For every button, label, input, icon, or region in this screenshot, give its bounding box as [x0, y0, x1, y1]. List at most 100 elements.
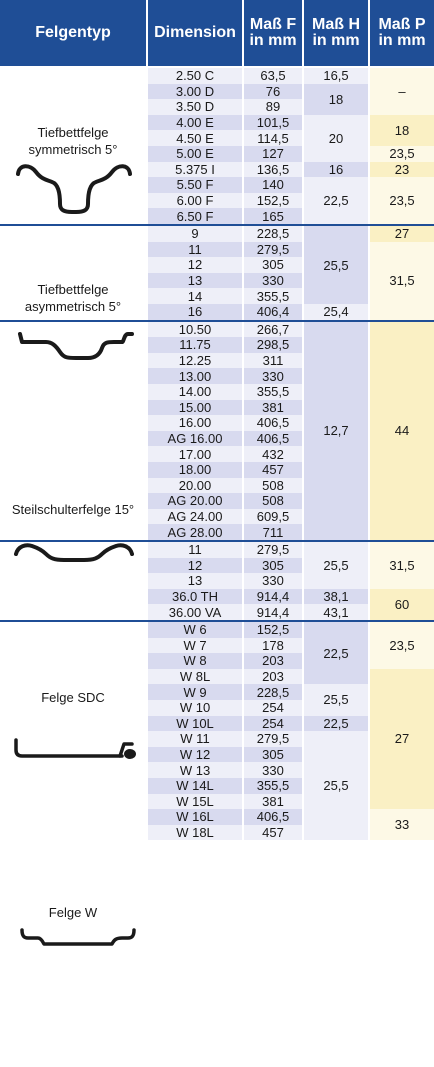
dimension-cell: AG 20.00: [148, 493, 242, 509]
group-separator: [0, 224, 434, 226]
mass-f-cell: 311: [244, 352, 302, 369]
dimension-cell: 17.00: [148, 446, 242, 462]
mass-f-cell: 432: [244, 446, 302, 462]
mass-h-cell: 25,5: [304, 226, 368, 304]
mass-f-cell: 63,5: [244, 68, 302, 84]
mass-p-cell: 27: [370, 226, 434, 242]
dimension-cell: W 16L: [148, 809, 242, 825]
dimension-cell: 14: [148, 288, 242, 304]
mass-f-cell: 406,5: [244, 809, 302, 825]
mass-f-cell: 381: [244, 399, 302, 416]
mass-f-cell: 279,5: [244, 241, 302, 258]
mass-h-cell: 16,5: [304, 68, 368, 84]
mass-f-cell: 305: [244, 746, 302, 763]
dimension-cell: W 8: [148, 653, 242, 669]
mass-f-cell: 178: [244, 637, 302, 654]
mass-f-cell: 305: [244, 257, 302, 273]
group-label-steep-shoulder: Steilschulterfelge 15°: [0, 501, 146, 518]
mass-p-cell: 33: [370, 809, 434, 841]
mass-p-cell: 60: [370, 588, 434, 620]
mass-f-cell: 254: [244, 700, 302, 716]
mass-h-cell: 25,4: [304, 304, 368, 320]
rim-profile-steep-shoulder-icon: [14, 543, 134, 562]
dimension-cell: 10.50: [148, 321, 242, 338]
mass-f-cell: 89: [244, 99, 302, 115]
dimension-cell: W 10L: [148, 715, 242, 732]
mass-f-cell: 228,5: [244, 226, 302, 242]
group-label-symmetric: Tiefbettfelge symmetrisch 5°: [0, 124, 146, 158]
mass-f-cell: 76: [244, 83, 302, 100]
dimension-cell: 14.00: [148, 384, 242, 400]
mass-h-cell: 12,7: [304, 321, 368, 540]
rim-profile-symmetric-icon: [16, 164, 132, 214]
group-label-line1: Tiefbettfelge: [37, 282, 109, 297]
mass-f-cell: 127: [244, 146, 302, 162]
mass-h-cell: 22,5: [304, 715, 368, 732]
mass-f-cell: 406,5: [244, 430, 302, 447]
dimension-cell: W 14L: [148, 778, 242, 794]
header-dimension: Dimension: [148, 0, 242, 66]
dimension-cell: 15.00: [148, 399, 242, 416]
dimension-cell: 20.00: [148, 477, 242, 494]
dimension-cell: W 7: [148, 637, 242, 654]
group-label-sdc: Felge SDC: [0, 689, 146, 706]
dimension-cell: W 10: [148, 700, 242, 716]
mass-f-cell: 609,5: [244, 508, 302, 525]
dimension-cell: 12: [148, 557, 242, 574]
group-separator: [0, 540, 434, 542]
mass-f-cell: 152,5: [244, 192, 302, 209]
rim-profile-sdc-icon: [14, 738, 136, 759]
dimension-cell: AG 16.00: [148, 430, 242, 447]
mass-f-cell: 406,4: [244, 304, 302, 320]
dimension-cell: 12: [148, 257, 242, 273]
header-mass-p-line2: in mm: [378, 32, 426, 49]
rim-profile-w-icon: [20, 928, 136, 946]
mass-f-cell: 914,4: [244, 604, 302, 620]
group-label-line2: asymmetrisch 5°: [24, 299, 122, 314]
mass-f-cell: 355,5: [244, 384, 302, 400]
header-dimension-label: Dimension: [154, 24, 236, 41]
mass-h-cell: 20: [304, 114, 368, 162]
dimension-cell: 13: [148, 573, 242, 589]
header-mass-h-line1: Maß H: [312, 16, 360, 33]
dimension-cell: 5.00 E: [148, 146, 242, 162]
header-mass-f-line2: in mm: [249, 32, 297, 49]
mass-h-cell: 16: [304, 161, 368, 178]
group-label-line2: symmetrisch 5°: [28, 142, 118, 157]
mass-f-cell: 254: [244, 715, 302, 732]
dimension-cell: 2.50 C: [148, 68, 242, 84]
mass-p-cell: 31,5: [370, 542, 434, 589]
mass-f-cell: 508: [244, 493, 302, 509]
header-felgentyp-label: Felgentyp: [35, 24, 111, 41]
group-label-asymmetric: Tiefbettfelge asymmetrisch 5°: [0, 281, 146, 315]
dimension-cell: 18.00: [148, 462, 242, 478]
mass-f-cell: 165: [244, 208, 302, 224]
mass-f-cell: 406,5: [244, 415, 302, 431]
dimension-cell: 6.50 F: [148, 208, 242, 224]
mass-p-cell: 31,5: [370, 241, 434, 320]
dimension-cell: 36.0 TH: [148, 588, 242, 605]
rim-profile-asymmetric-icon: [18, 332, 134, 360]
header-mass-f-line1: Maß F: [249, 16, 297, 33]
dimension-cell: 3.00 D: [148, 83, 242, 100]
mass-f-cell: 711: [244, 524, 302, 540]
group-label-line1: Felge W: [48, 905, 98, 920]
mass-f-cell: 330: [244, 762, 302, 778]
header-mass-p-line1: Maß P: [378, 16, 426, 33]
dimension-cell: 16: [148, 304, 242, 320]
group-label-line1: Steilschulterfelge 15°: [11, 502, 135, 517]
mass-f-cell: 457: [244, 824, 302, 841]
mass-f-cell: 279,5: [244, 542, 302, 558]
mass-p-cell: 23,5: [370, 622, 434, 669]
mass-f-cell: 140: [244, 177, 302, 193]
mass-h-cell: 22,5: [304, 177, 368, 224]
dimension-cell: AG 24.00: [148, 508, 242, 525]
mass-h-cell: 43,1: [304, 604, 368, 620]
mass-p-cell: 23,5: [370, 146, 434, 162]
mass-f-cell: 355,5: [244, 288, 302, 304]
dimension-cell: 6.00 F: [148, 192, 242, 209]
mass-h-cell: 22,5: [304, 622, 368, 685]
mass-p-cell: 18: [370, 114, 434, 146]
